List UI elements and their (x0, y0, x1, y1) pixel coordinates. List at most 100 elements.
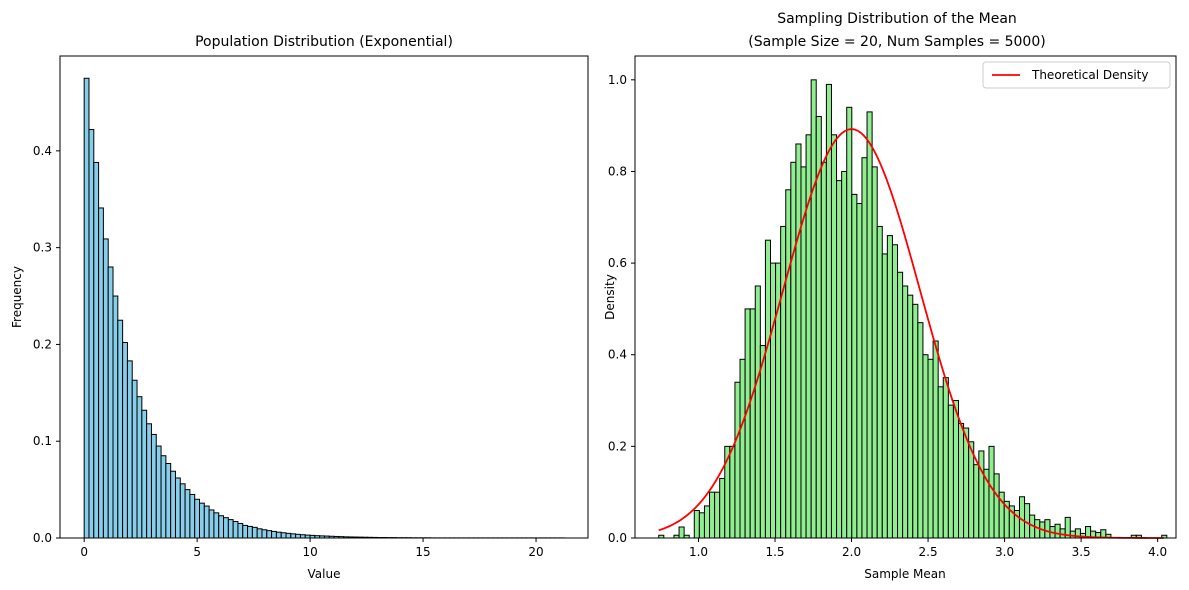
histogram-bar (902, 285, 909, 539)
population-y-axis-label: Frequency (10, 266, 24, 328)
histogram-bar (693, 510, 700, 539)
histogram-bar (978, 450, 985, 539)
histogram-bar (1044, 519, 1051, 539)
sampling-axes-frame (634, 55, 1177, 539)
histogram-bar (126, 360, 133, 539)
histogram-bar (932, 340, 939, 539)
histogram-bar (785, 189, 792, 539)
histogram-bar (810, 79, 817, 539)
histogram-bar (937, 386, 944, 539)
histogram-bar (266, 530, 273, 539)
histogram-bar (851, 193, 858, 539)
histogram-bar (841, 170, 848, 539)
histogram-bar (714, 491, 721, 539)
histogram-bar (734, 381, 741, 539)
population-histogram-panel: Population Distribution (Exponential) 0 5… (10, 34, 589, 581)
y-tick-label: 0.4 (33, 144, 52, 158)
y-tick-label: 0.1 (33, 434, 52, 448)
histogram-bar (922, 354, 929, 539)
legend-box (982, 61, 1171, 89)
histogram-bar (131, 379, 138, 539)
histogram-bar (83, 77, 90, 539)
histogram-bar (242, 524, 249, 539)
histogram-bar (947, 404, 954, 539)
x-tick-label: 10 (302, 545, 317, 559)
histogram-bar (160, 455, 167, 539)
y-tick-label: 0.8 (608, 164, 627, 178)
histogram-bar (871, 166, 878, 539)
population-x-ticks: 0 5 10 15 20 (80, 538, 544, 559)
histogram-bar (122, 341, 128, 539)
histogram-bar (155, 445, 162, 539)
population-y-ticks: 0.0 0.1 0.2 0.3 0.4 (33, 144, 60, 545)
histogram-bar (780, 225, 787, 539)
histogram-bar (146, 423, 152, 539)
histogram-bar (897, 271, 904, 539)
histogram-bar (891, 244, 899, 539)
histogram-bar (698, 512, 705, 539)
sampling-distribution-panel: Sampling Distribution of the Mean (Sampl… (603, 11, 1177, 581)
histogram-bar (846, 106, 853, 539)
histogram-bar (1054, 523, 1061, 539)
histogram-bar (98, 207, 104, 539)
histogram-bar (237, 522, 244, 539)
histogram-bar (179, 483, 186, 539)
histogram-bar (770, 262, 777, 539)
histogram-bar (749, 308, 756, 539)
histogram-bar (141, 409, 148, 539)
histogram-bar (866, 111, 873, 539)
y-tick-label: 0.4 (608, 348, 627, 362)
x-tick-label: 2.5 (919, 545, 938, 559)
histogram-bar (194, 498, 201, 539)
legend: Theoretical Density (982, 61, 1171, 89)
histogram-bar (280, 532, 287, 539)
y-tick-label: 0.2 (608, 439, 627, 453)
histogram-bar (107, 266, 114, 539)
histogram-bar (93, 161, 100, 539)
histogram-bar (856, 203, 863, 539)
histogram-bar (285, 532, 292, 539)
histogram-bar (790, 161, 797, 539)
sampling-y-axis-label: Density (603, 274, 617, 320)
x-tick-label: 15 (415, 545, 430, 559)
x-tick-label: 5 (193, 545, 201, 559)
histogram-bar (150, 433, 157, 539)
histogram-bar (942, 377, 949, 539)
histogram-bar (199, 502, 205, 539)
histogram-bar (112, 295, 119, 539)
sampling-chart-title-line1: Sampling Distribution of the Mean (777, 11, 1017, 27)
x-tick-label: 3.0 (995, 545, 1014, 559)
histogram-bar (968, 441, 975, 539)
y-tick-label: 0.6 (608, 256, 627, 270)
histogram-bar (907, 294, 914, 539)
histogram-bar (1069, 530, 1076, 539)
histogram-bar (703, 505, 711, 539)
histogram-bar (189, 493, 196, 539)
histogram-bar (912, 303, 919, 539)
histogram-bar (836, 180, 843, 539)
histogram-bar (759, 345, 766, 539)
histogram-bar (963, 427, 970, 539)
histogram-bar (678, 526, 685, 539)
histogram-bar (719, 477, 726, 539)
histogram-bar (170, 470, 176, 539)
x-tick-label: 0 (80, 545, 88, 559)
histogram-bar (993, 473, 1000, 539)
histogram-bar (881, 253, 888, 539)
histogram-bar (213, 512, 220, 539)
histogram-bar (208, 509, 215, 539)
histogram-bar (174, 477, 181, 539)
histogram-bar (165, 462, 172, 539)
histogram-bar (830, 134, 838, 539)
histogram-bar (88, 129, 95, 539)
histogram-bar (952, 400, 959, 539)
histogram-bar (184, 489, 191, 539)
histogram-bar (764, 239, 771, 539)
x-tick-label: 2.0 (842, 545, 861, 559)
histogram-bar (251, 526, 258, 539)
histogram-bar (886, 235, 893, 539)
population-axes-frame (59, 55, 589, 539)
histogram-bar (795, 143, 802, 539)
histogram-bar (275, 531, 282, 539)
